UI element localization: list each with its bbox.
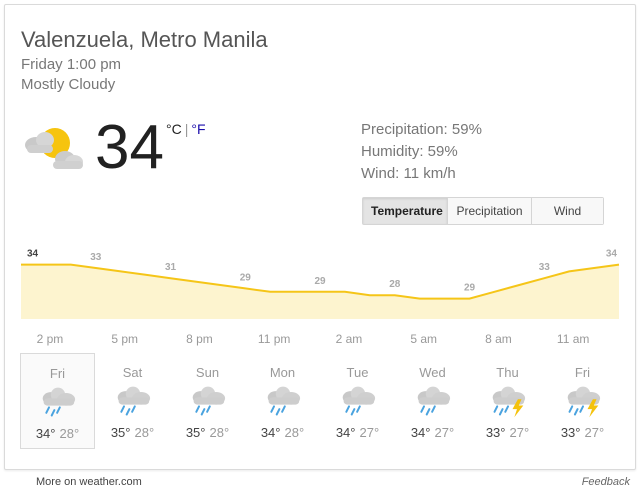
rain-cloud-icon — [117, 386, 150, 416]
forecast-day-name: Sat — [122, 365, 143, 380]
forecast-day-name: Wed — [419, 365, 446, 380]
forecast-day-name: Tue — [346, 365, 369, 380]
chart-time-label: 5 pm — [111, 332, 138, 346]
chart-value-label: 33 — [539, 262, 551, 273]
forecast-temps: 35° 28° — [170, 425, 245, 440]
temperature-chart: 34 33 31 29 29 28 29 33 34 2 pm 5 pm 8 pm 11 pm 2 am 5… — [21, 249, 620, 346]
tab-precipitation[interactable]: Precipitation — [447, 198, 531, 224]
chart-time-label: 11 am — [557, 332, 589, 346]
forecast-low: 27° — [509, 425, 530, 440]
weather-stats: Precipitation: 59% Humidity: 59% Wind: 1… — [361, 119, 482, 185]
humidity-stat: Humidity: 59% — [361, 143, 458, 160]
unit-toggle: °C | °F — [166, 121, 206, 137]
forecast-day[interactable]: Fri 33° 27° — [545, 353, 620, 449]
unit-separator: | — [184, 121, 189, 137]
feedback-link[interactable]: Feedback — [581, 476, 630, 488]
forecast-day-name: Fri — [49, 366, 66, 381]
forecast-day-name: Fri — [574, 365, 591, 380]
current-datetime: Friday 1:00 pm — [21, 56, 122, 73]
chart-time-label: 11 pm — [258, 332, 290, 346]
thunderstorm-icon — [567, 386, 600, 418]
chart-time-label: 5 am — [410, 332, 437, 346]
forecast-day[interactable]: Mon 34° 28° — [245, 353, 320, 449]
rain-cloud-icon — [192, 386, 225, 416]
chart-value-label: 34 — [27, 249, 39, 260]
forecast-day-name: Thu — [496, 365, 519, 380]
chart-value-label: 29 — [464, 283, 476, 294]
temperature-line — [21, 263, 620, 300]
rain-cloud-icon — [42, 387, 75, 417]
daily-forecast: Fri 34° 28° Sat 35° 28° Sun 35° 28° Mon 34° 28° Tue 3… — [20, 353, 620, 449]
forecast-day[interactable]: Wed 34° 27° — [395, 353, 470, 449]
forecast-low: 27° — [434, 425, 455, 440]
rain-cloud-icon — [342, 386, 375, 416]
chart-value-label: 28 — [389, 279, 401, 290]
rain-cloud-icon — [417, 386, 450, 416]
chart-tabs: Temperature Precipitation Wind — [362, 197, 604, 225]
forecast-low: 28° — [209, 425, 230, 440]
forecast-temps: 33° 27° — [545, 425, 620, 440]
tab-wind[interactable]: Wind — [531, 198, 603, 224]
rain-cloud-icon — [267, 386, 300, 416]
forecast-temps: 33° 27° — [470, 425, 545, 440]
forecast-low: 28° — [284, 425, 305, 440]
precipitation-stat: Precipitation: 59% — [361, 121, 482, 138]
forecast-low: 27° — [584, 425, 605, 440]
forecast-low: 27° — [359, 425, 380, 440]
location-title: Valenzuela, Metro Manila — [21, 27, 268, 52]
forecast-high: 35° — [185, 425, 206, 440]
forecast-high: 35° — [110, 425, 131, 440]
forecast-high: 34° — [260, 425, 281, 440]
forecast-day[interactable]: Sun 35° 28° — [170, 353, 245, 449]
chart-time-label: 8 am — [485, 332, 512, 346]
forecast-day[interactable]: Thu 33° 27° — [470, 353, 545, 449]
forecast-high: 34° — [335, 425, 356, 440]
wind-stat: Wind: 11 km/h — [361, 165, 456, 182]
forecast-low: 28° — [59, 426, 80, 441]
celsius-unit[interactable]: °C — [166, 121, 182, 137]
forecast-day[interactable]: Tue 34° 27° — [320, 353, 395, 449]
thunderstorm-icon — [492, 386, 525, 418]
forecast-temps: 35° 28° — [95, 425, 170, 440]
forecast-low: 28° — [134, 425, 155, 440]
forecast-day[interactable]: Fri 34° 28° — [20, 353, 95, 449]
chart-time-label: 2 am — [336, 332, 363, 346]
forecast-temps: 34° 28° — [21, 426, 94, 441]
chart-time-label: 2 pm — [37, 332, 64, 346]
forecast-high: 33° — [485, 425, 506, 440]
forecast-temps: 34° 27° — [320, 425, 395, 440]
chart-time-label: 8 pm — [186, 332, 213, 346]
chart-value-label: 33 — [90, 252, 102, 263]
forecast-high: 34° — [35, 426, 56, 441]
weather-card: Valenzuela, Metro Manila Friday 1:00 pm … — [4, 4, 636, 470]
forecast-temps: 34° 28° — [245, 425, 320, 440]
forecast-temps: 34° 27° — [395, 425, 470, 440]
chart-value-label: 34 — [606, 249, 618, 260]
chart-value-label: 31 — [165, 262, 177, 273]
forecast-high: 34° — [410, 425, 431, 440]
partly-cloudy-icon — [25, 128, 83, 169]
chart-value-label: 29 — [240, 272, 252, 283]
fahrenheit-unit[interactable]: °F — [191, 121, 206, 137]
tab-temperature[interactable]: Temperature — [363, 198, 447, 224]
more-on-weather-link[interactable]: More on weather.com — [36, 476, 142, 488]
forecast-day-name: Sun — [195, 365, 220, 380]
current-temperature: 34 — [95, 113, 164, 182]
forecast-high: 33° — [560, 425, 581, 440]
chart-value-label: 29 — [314, 276, 326, 287]
forecast-day-name: Mon — [269, 365, 296, 380]
current-condition: Mostly Cloudy — [21, 76, 116, 93]
forecast-day[interactable]: Sat 35° 28° — [95, 353, 170, 449]
